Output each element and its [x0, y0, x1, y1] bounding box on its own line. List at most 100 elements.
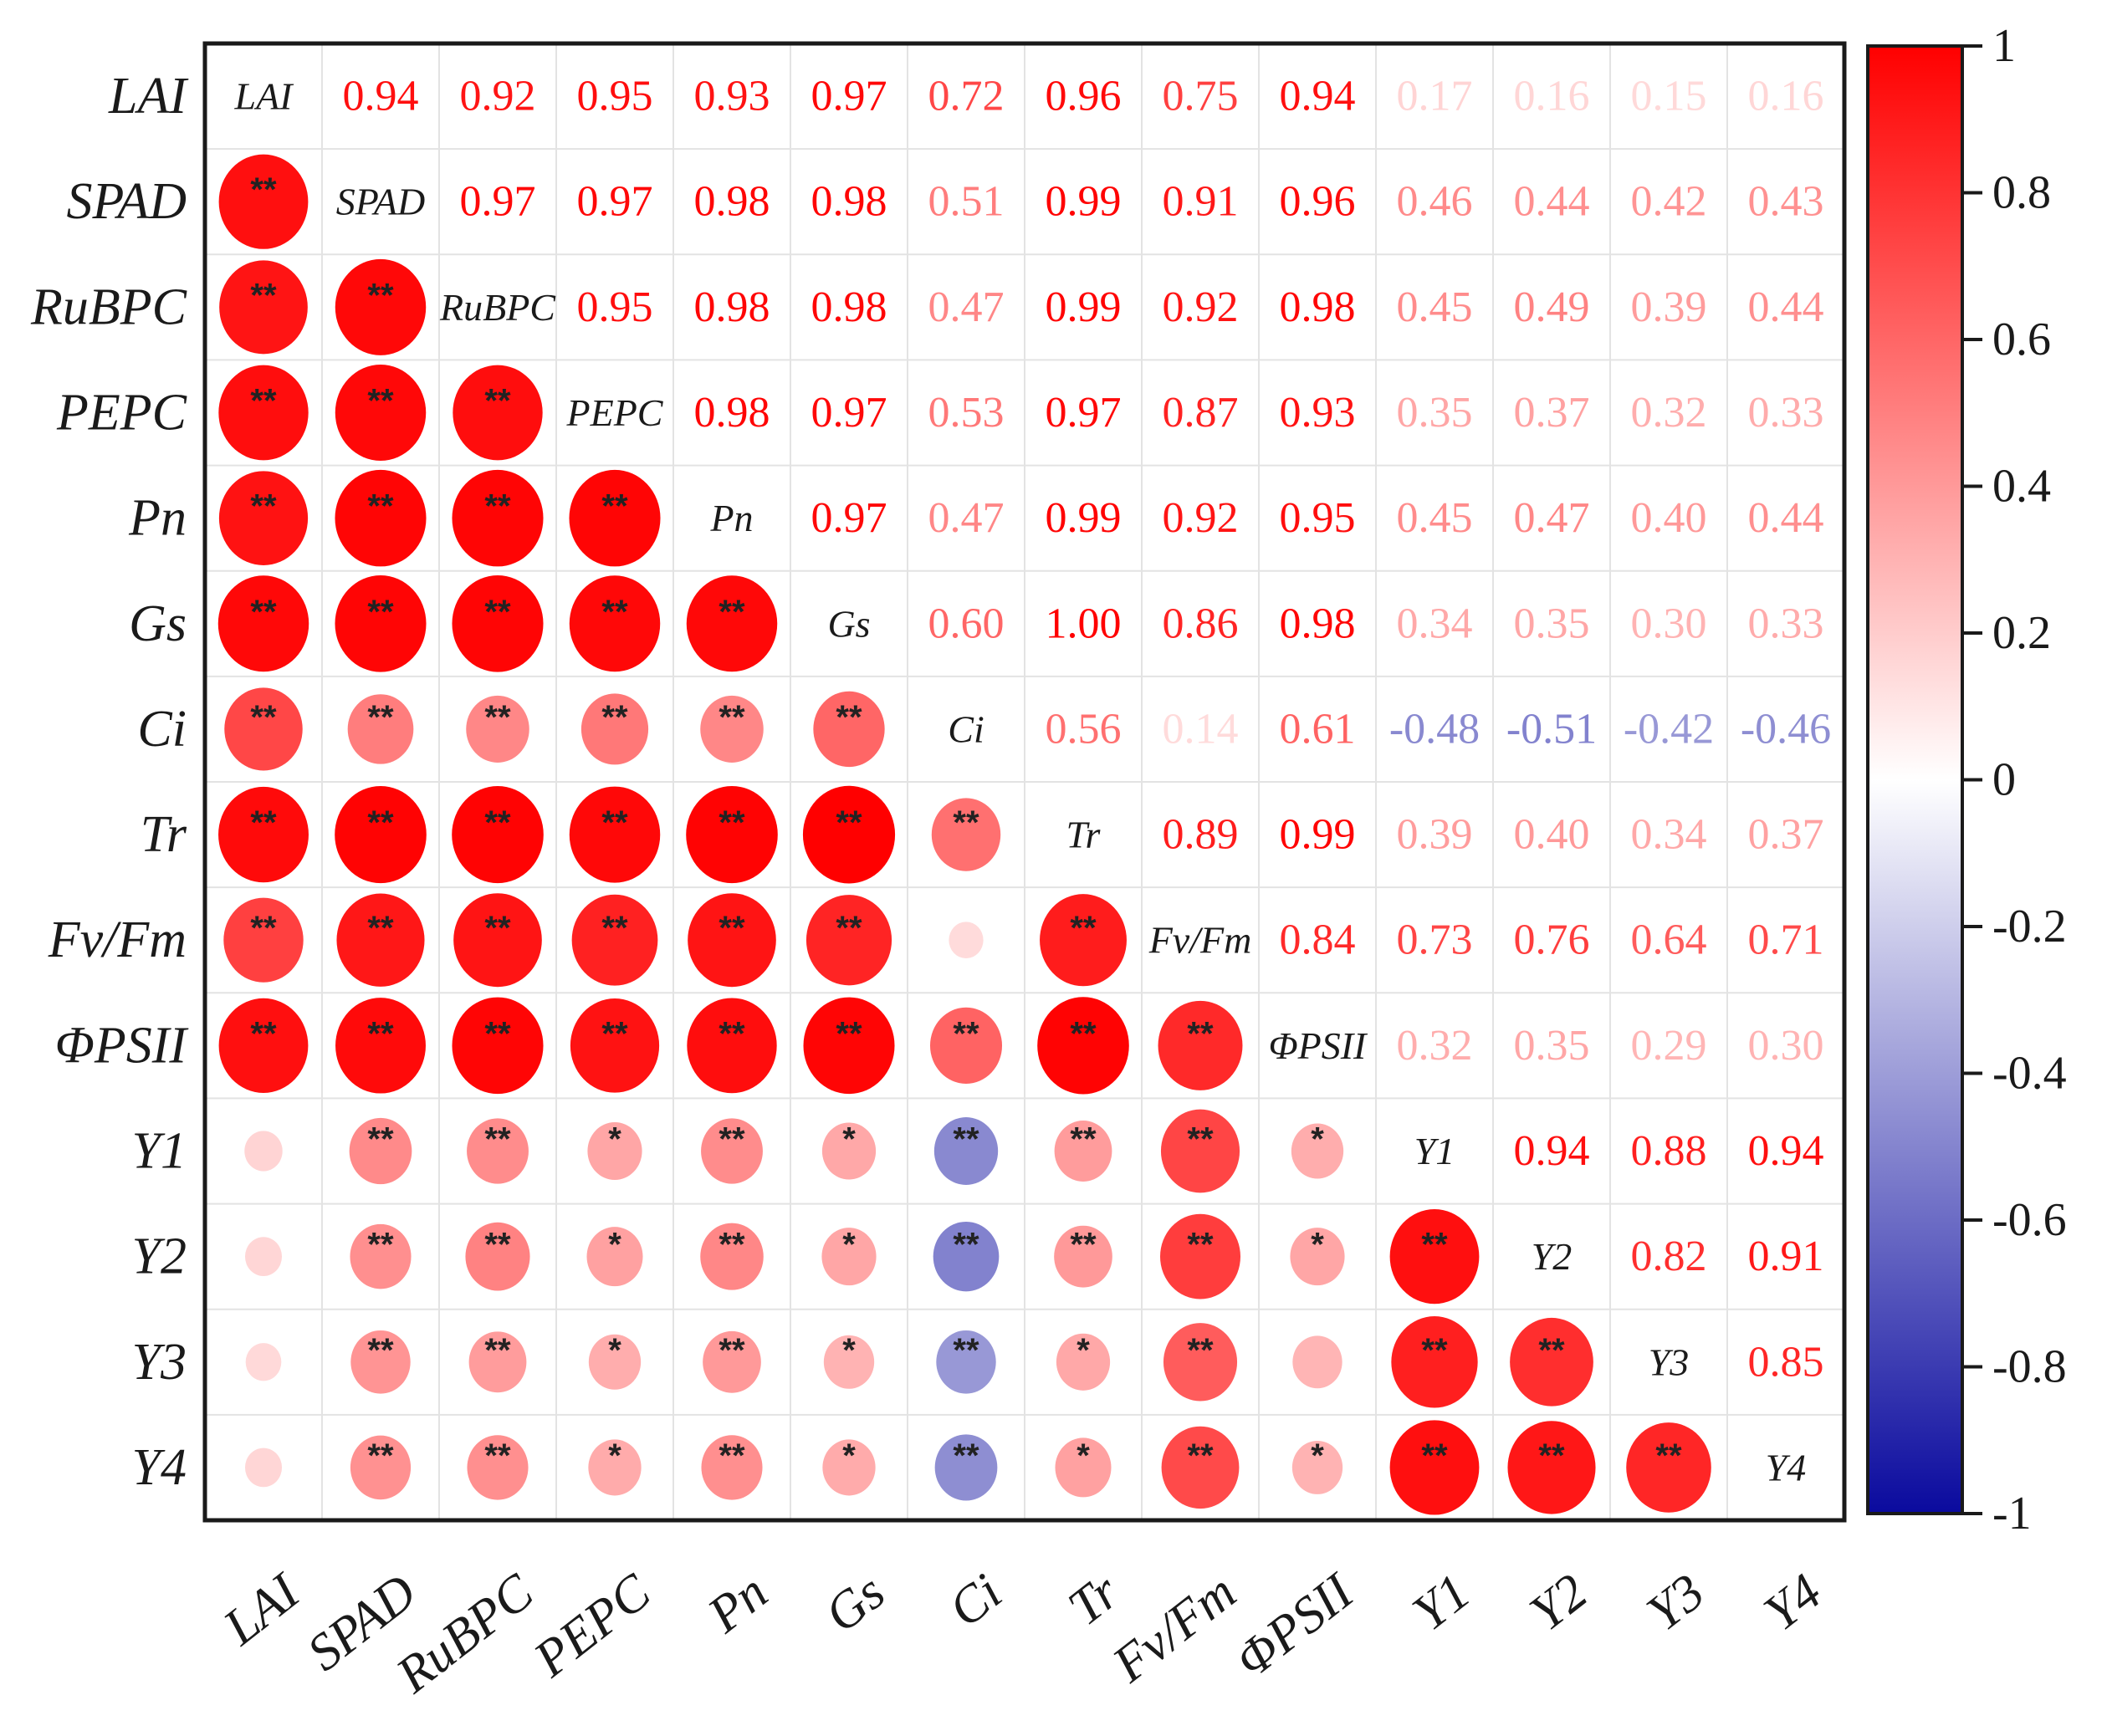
correlation-circle	[931, 798, 1001, 871]
colorbar-tick-label: 1	[1992, 20, 2016, 72]
correlation-value: -0.46	[1741, 705, 1831, 753]
correlation-circle	[1389, 1420, 1480, 1515]
significance-mark: *	[1311, 1437, 1324, 1474]
correlation-value: 0.44	[1748, 283, 1824, 331]
significance-mark: **	[250, 171, 277, 208]
significance-mark: *	[842, 1332, 856, 1369]
significance-mark: **	[250, 910, 277, 947]
significance-mark: **	[1655, 1437, 1682, 1474]
correlation-circle	[453, 893, 542, 988]
correlation-circle	[580, 693, 649, 765]
significance-mark: **	[250, 383, 277, 420]
row-label-y2: Y2	[132, 1228, 187, 1285]
correlation-circle	[466, 695, 529, 763]
correlation-value: 0.53	[928, 389, 1005, 437]
significance-mark: **	[601, 1015, 628, 1052]
correlation-circle	[350, 1223, 412, 1289]
correlation-value: 0.94	[343, 73, 419, 120]
significance-mark: **	[484, 910, 511, 947]
correlation-circle	[1507, 1421, 1596, 1514]
correlation-value: 0.98	[694, 389, 770, 437]
col-label-y3: Y3	[1637, 1563, 1715, 1642]
plot-frame	[202, 41, 1847, 1523]
correlation-value: 0.60	[928, 600, 1005, 647]
correlation-circle	[569, 469, 661, 567]
correlation-circle	[467, 1118, 529, 1184]
correlation-value: 0.16	[1514, 73, 1590, 120]
matrix-cells: LAI 0.94 0.92 0.95 0.93 0.97 0.72 0.96 0.75 0.94 0…	[217, 73, 1831, 1515]
correlation-value: 0.98	[694, 178, 770, 226]
grid-lines	[205, 43, 1844, 1520]
col-label-rubpc: RuBPC	[386, 1563, 545, 1704]
significance-mark: **	[484, 1332, 511, 1369]
significance-mark: **	[484, 804, 511, 841]
correlation-circle	[1056, 1333, 1111, 1391]
colorbar-tick-label: 0.8	[1992, 167, 2051, 219]
correlation-circle	[218, 786, 309, 883]
correlation-value: 0.98	[694, 283, 770, 331]
correlation-circle	[453, 365, 543, 461]
correlation-circle	[803, 997, 895, 1095]
correlation-circle	[1160, 1109, 1240, 1193]
row-label-rubpc: RuBPC	[30, 278, 187, 335]
correlation-circle	[934, 1434, 998, 1501]
row-label-spad: SPAD	[66, 173, 187, 230]
correlation-circle	[1291, 1440, 1343, 1494]
col-label-tr: Tr	[1058, 1563, 1130, 1636]
correlation-value: 0.98	[1280, 283, 1356, 331]
correlation-value: 0.95	[1280, 494, 1356, 542]
correlation-circle	[336, 893, 425, 987]
significance-mark: *	[842, 1121, 856, 1158]
correlation-circle	[349, 1117, 412, 1185]
significance-mark: **	[1187, 1015, 1214, 1052]
col-label-gs: Gs	[815, 1563, 895, 1643]
correlation-circle	[452, 574, 544, 672]
correlation-value: 1.00	[1046, 600, 1122, 647]
correlation-value: 0.91	[1748, 1233, 1824, 1280]
correlation-circle	[1054, 1121, 1112, 1182]
significance-mark: **	[367, 594, 394, 631]
correlation-value: 0.30	[1748, 1022, 1824, 1070]
correlation-circle	[347, 694, 414, 764]
significance-mark: *	[608, 1332, 621, 1369]
correlation-circle	[570, 998, 660, 1093]
correlation-value: 0.17	[1397, 73, 1473, 120]
correlation-circle	[821, 1228, 877, 1286]
correlation-circle	[244, 1448, 283, 1488]
diagonal-label: PEPC	[566, 391, 664, 434]
diagonal-label: Tr	[1066, 814, 1102, 856]
correlation-circle	[218, 471, 309, 565]
significance-mark: **	[1421, 1332, 1448, 1369]
correlation-circle	[219, 260, 308, 355]
significance-mark: **	[719, 1121, 745, 1158]
row-label-tr: Tr	[141, 806, 187, 863]
correlation-circle	[949, 922, 984, 959]
diagonal-label: RuBPC	[439, 286, 556, 329]
correlation-value: 0.39	[1631, 283, 1707, 331]
col-label-y1: Y1	[1403, 1563, 1481, 1642]
correlation-value: 0.44	[1748, 494, 1824, 542]
significance-mark: **	[953, 1121, 979, 1158]
diagonal-label: Y2	[1532, 1235, 1573, 1278]
significance-mark: **	[1187, 1121, 1214, 1158]
correlation-circle	[933, 1117, 999, 1185]
correlation-circle	[1163, 1323, 1238, 1402]
correlation-circle	[335, 258, 427, 355]
correlation-value: 0.40	[1514, 811, 1590, 859]
correlation-circle	[1054, 1225, 1112, 1288]
significance-mark: **	[953, 1227, 979, 1264]
correlation-circle	[569, 786, 661, 883]
row-labels: LAI SPAD RuBPC PEPC Pn Gs Ci Tr Fv/Fm ΦPSII Y1 Y2 Y3…	[30, 68, 189, 1496]
significance-mark: **	[250, 488, 277, 525]
col-label-phipsii: ΦPSII	[1225, 1561, 1366, 1689]
correlation-circle	[467, 1435, 529, 1500]
correlation-value: 0.92	[1163, 283, 1239, 331]
correlation-value: 0.40	[1631, 494, 1707, 542]
correlation-value: 0.29	[1631, 1022, 1707, 1070]
correlation-value: 0.99	[1280, 811, 1356, 859]
correlation-value: 0.45	[1397, 494, 1473, 542]
correlation-circle	[218, 998, 309, 1093]
significance-mark: **	[484, 699, 511, 736]
significance-mark: *	[608, 1437, 621, 1474]
